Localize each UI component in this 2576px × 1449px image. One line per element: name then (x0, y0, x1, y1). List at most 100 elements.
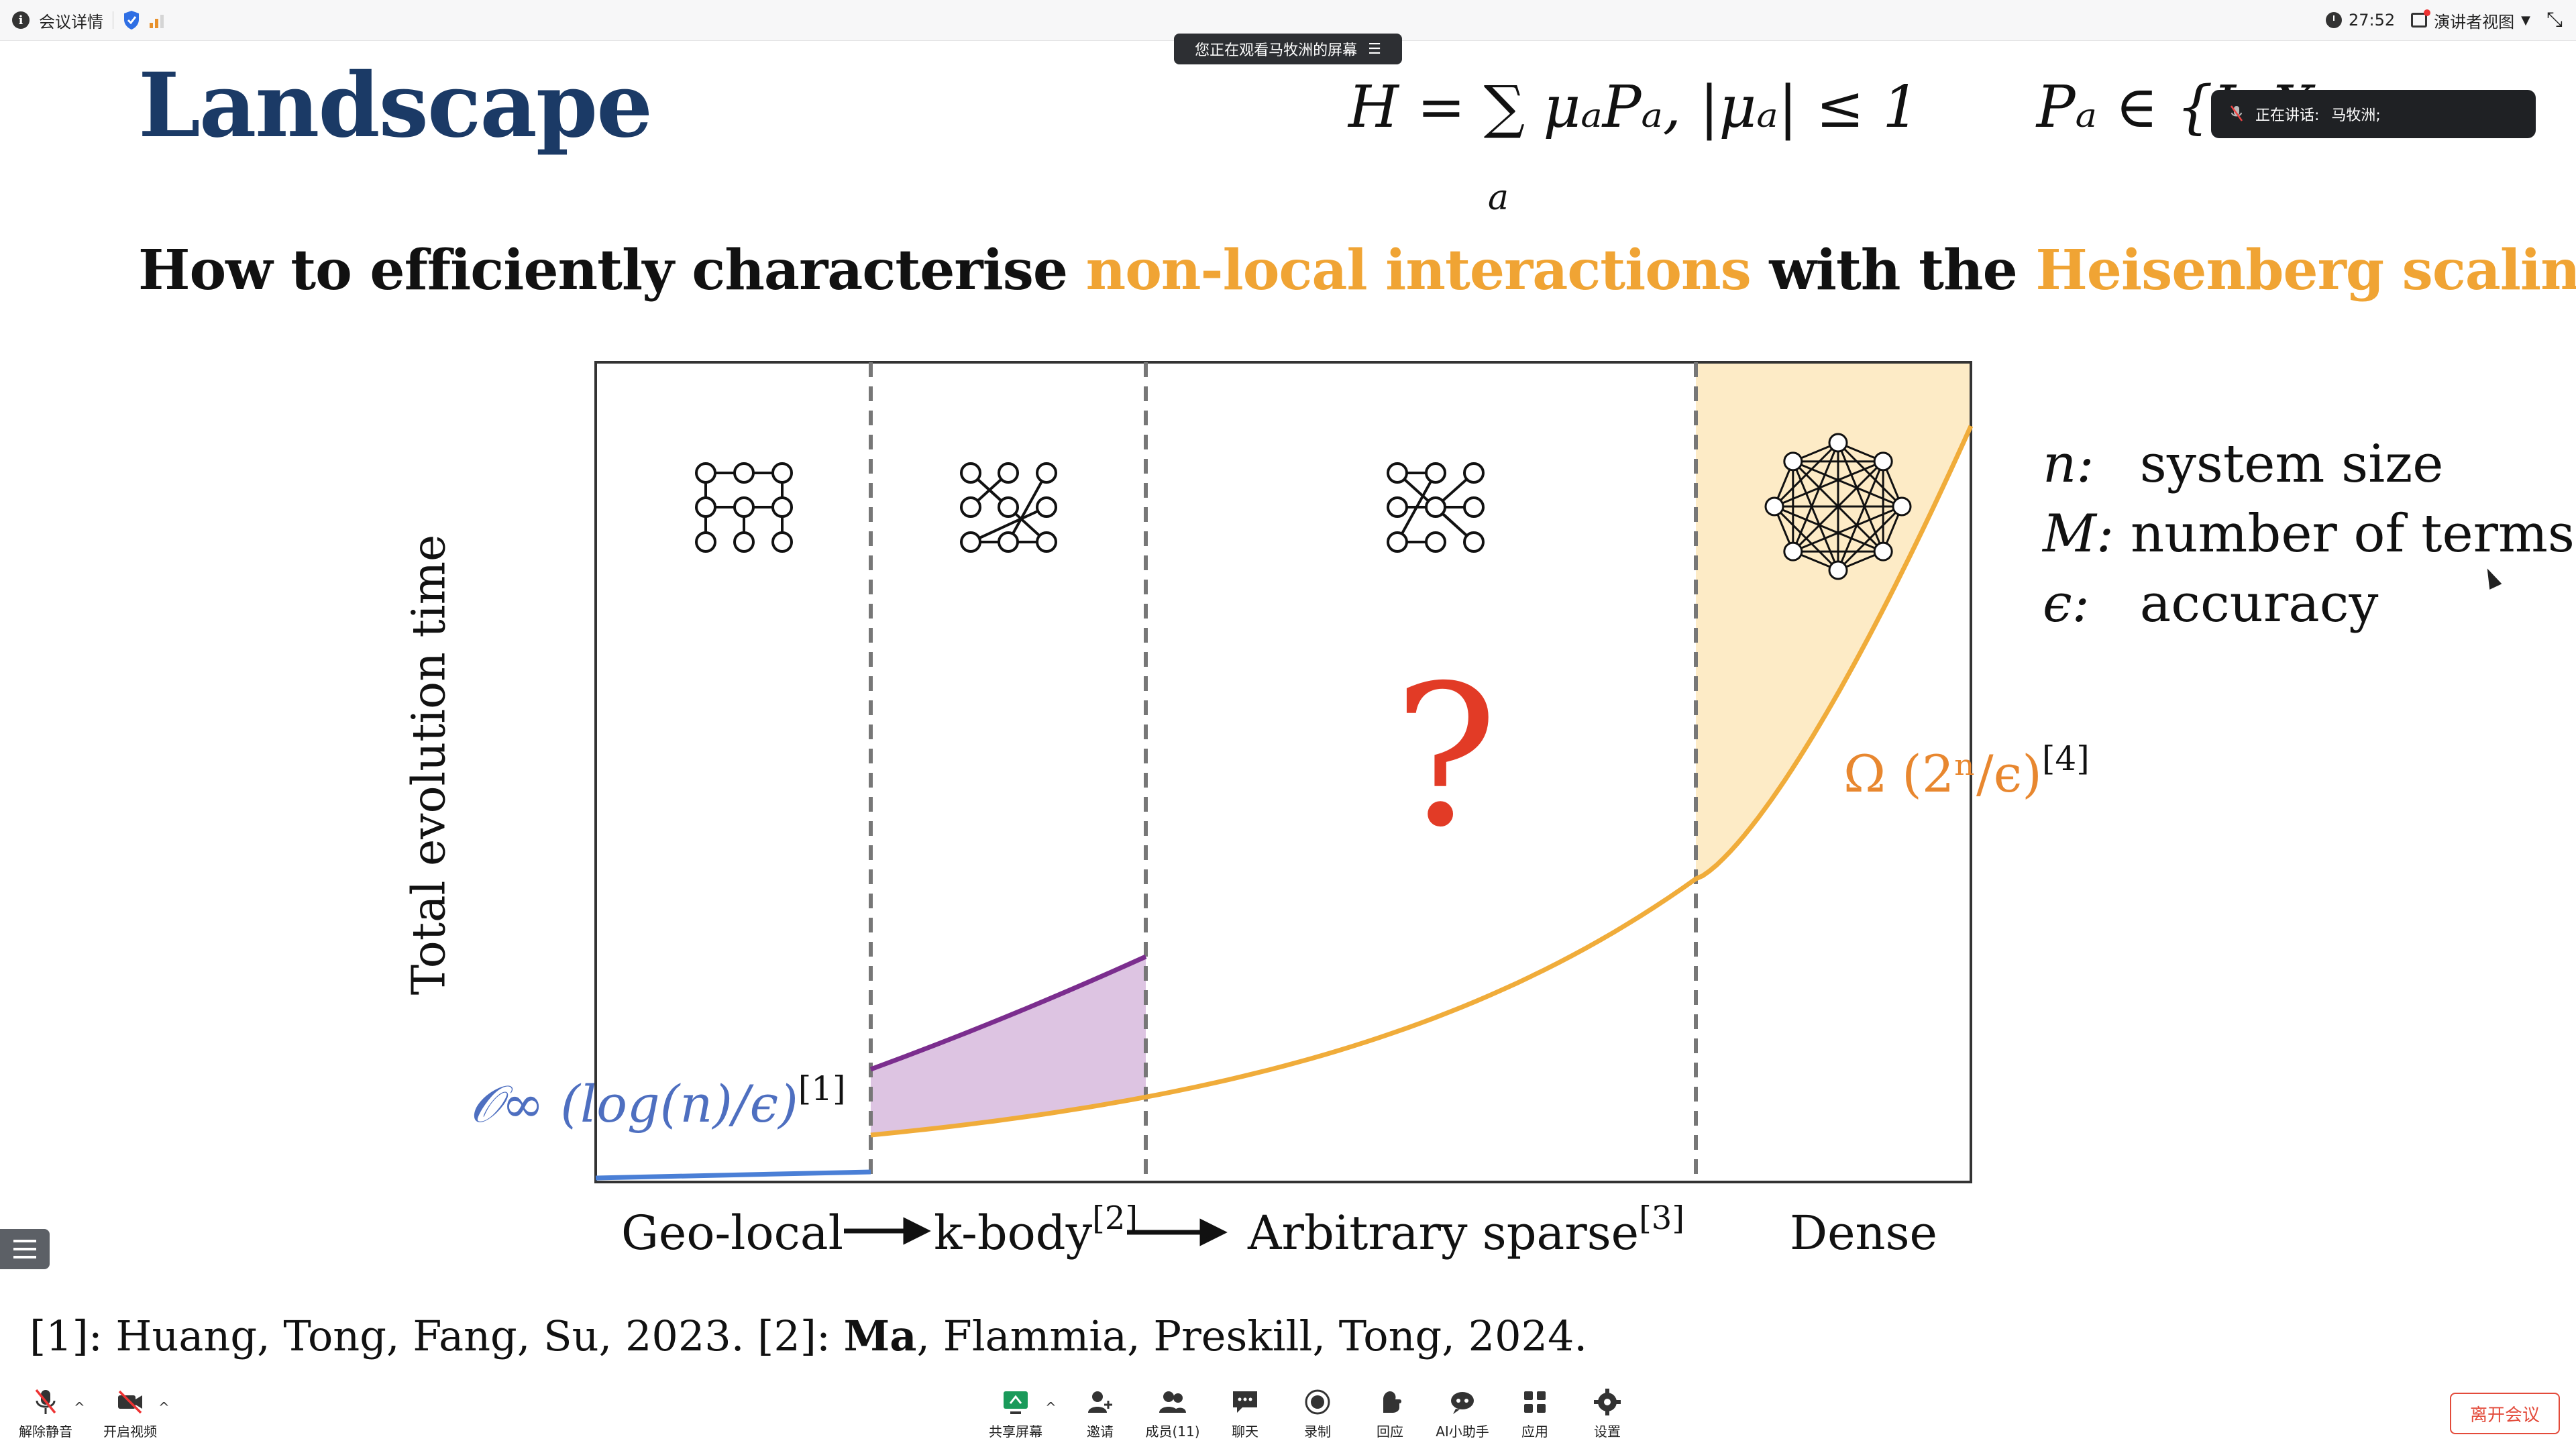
question-highlight-nonlocal: non-local interactions (1085, 238, 1752, 303)
apps-label: 应用 (1521, 1424, 1548, 1440)
y-axis-label: Total evolution time (402, 534, 456, 996)
chevron-up-icon[interactable]: ^ (74, 1399, 85, 1415)
dense-graph-icon (1764, 433, 1912, 580)
arrow-icon (1127, 1218, 1228, 1246)
region-label-dense: Dense (1790, 1205, 1937, 1260)
unmute-button[interactable]: 解除静音 (5, 1387, 86, 1440)
legend-row: n: system size (2043, 429, 2575, 499)
k-body-upper-line (869, 954, 1147, 1072)
dense-graph-node (1873, 541, 1893, 561)
slide-title: Landscape (138, 54, 653, 158)
question-highlight-heisenberg: Heisenberg scaling? (2035, 238, 2576, 303)
reaction-button[interactable]: 回应 (1350, 1387, 1430, 1440)
presenter-view-dropdown[interactable]: 演讲者视图 ▼ (2411, 9, 2530, 32)
k-body-region-fill (871, 957, 1146, 1135)
ai-assistant-icon (1451, 1392, 1474, 1414)
members-label: 成员(11) (1145, 1424, 1200, 1440)
camera-off-icon (118, 1390, 142, 1414)
region-label-arbitrary-sparse: Arbitrary sparse[3] (1247, 1199, 1684, 1260)
leave-meeting-button[interactable]: 离开会议 (2450, 1393, 2560, 1434)
variable-legend: n: system size M: number of terms ϵ: acc… (2043, 429, 2575, 639)
start-video-button[interactable]: 开启视频 (90, 1387, 170, 1440)
dense-graph-node (1892, 496, 1912, 517)
k-body-graph-icon (960, 462, 1057, 553)
reaction-icon (1383, 1391, 1401, 1413)
legend-symbol: M: (2043, 504, 2114, 564)
viewing-screen-banner[interactable]: 您正在观看马牧洲的屏幕 ☰ (1174, 34, 1402, 64)
info-icon[interactable]: i (12, 11, 30, 29)
share-screen-label: 共享屏幕 (989, 1424, 1042, 1440)
chat-label: 聊天 (1232, 1424, 1258, 1440)
network-signal-icon[interactable] (150, 12, 164, 28)
reference-bold-author: Ma (843, 1311, 917, 1360)
reference-text-1: [1]: Huang, Tong, Fang, Su, 2023. [2]: (30, 1311, 844, 1360)
question-part2: with the (1750, 238, 2036, 303)
arrow-icon (844, 1217, 931, 1245)
unknown-question-mark: ? (1393, 644, 1497, 870)
record-button[interactable]: 录制 (1277, 1387, 1358, 1440)
top-bar-right: 27:52 演讲者视图 ▼ ⤡ (2325, 7, 2563, 34)
geo-local-graph-icon (695, 462, 793, 553)
dense-graph-node (1828, 433, 1848, 453)
top-bar-left: i 会议详情 (12, 7, 164, 34)
settings-icon (1594, 1389, 1621, 1415)
reference-text-2: , Flammia, Preskill, Tong, 2024. (916, 1311, 1588, 1360)
dense-graph-edge (1792, 460, 1884, 553)
bound-curve (870, 425, 1974, 1138)
invite-button[interactable]: 邀请 (1060, 1387, 1140, 1440)
legend-text: accuracy (2139, 574, 2379, 634)
dense-graph-node (1828, 560, 1848, 580)
dense-graph-node (1873, 451, 1893, 472)
legend-text: system size (2139, 434, 2444, 494)
chevron-up-icon[interactable]: ^ (1045, 1399, 1057, 1415)
geo-local-line (595, 1169, 871, 1181)
slide-references: [1]: Huang, Tong, Fang, Su, 2023. [2]: M… (30, 1311, 1587, 1360)
chevron-down-icon: ▼ (2521, 13, 2530, 28)
dense-graph-edge (1792, 461, 1839, 571)
speaking-indicator[interactable]: 正在讲话: 马牧洲; (2211, 90, 2536, 138)
apps-button[interactable]: 应用 (1495, 1387, 1575, 1440)
chart-frame (594, 361, 1972, 1183)
shield-icon[interactable] (123, 10, 140, 30)
lower-bound-label: 𝒪∞ (log(n)/ϵ)[1] (470, 1069, 846, 1134)
bottom-toolbar: 解除静音 ^ 开启视频 ^ 共享屏幕 ^ 邀请 (0, 1382, 2576, 1449)
upper-bound-label: Ω (2ⁿ/ϵ)[4] (1843, 739, 2090, 804)
meeting-timer: 27:52 (2348, 11, 2396, 30)
dense-graph-edge (1773, 505, 1839, 572)
ai-assistant-button[interactable]: AI小助手 (1422, 1387, 1503, 1440)
chat-button[interactable]: 聊天 (1205, 1387, 1285, 1440)
list-toggle-button[interactable] (0, 1229, 50, 1269)
unmute-label: 解除静音 (19, 1424, 72, 1440)
members-button[interactable]: 成员(11) (1132, 1387, 1213, 1440)
invite-label: 邀请 (1087, 1424, 1114, 1440)
settings-button[interactable]: 设置 (1567, 1387, 1648, 1440)
members-icon (1159, 1391, 1186, 1413)
meeting-details-link[interactable]: 会议详情 (39, 12, 103, 32)
reaction-label: 回应 (1377, 1424, 1403, 1440)
share-screen-button[interactable]: 共享屏幕 (975, 1387, 1056, 1440)
chevron-up-icon[interactable]: ^ (158, 1399, 170, 1415)
chat-icon (1233, 1391, 1257, 1413)
region-label-k-body: k-body[2] (934, 1199, 1138, 1260)
dense-graph-edge (1792, 460, 1902, 508)
record-icon (1305, 1389, 1330, 1415)
speaking-label: 正在讲话: (2255, 107, 2320, 124)
slide-question: How to efficiently characterise non-loca… (138, 238, 2576, 303)
invite-icon (1088, 1391, 1112, 1413)
legend-text: number of terms (2130, 504, 2575, 564)
clock-icon (2325, 12, 2342, 28)
share-screen-icon (1004, 1391, 1028, 1414)
legend-row: M: number of terms (2043, 499, 2575, 569)
exit-fullscreen-icon[interactable]: ⤡ (2546, 8, 2563, 32)
question-part1: How to efficiently characterise (138, 238, 1086, 303)
sparse-graph-icon (1387, 462, 1485, 553)
dense-graph-node (1783, 451, 1803, 472)
presenter-view-icon (2411, 9, 2431, 28)
ai-assistant-label: AI小助手 (1436, 1424, 1489, 1440)
speaking-name: 马牧洲; (2331, 107, 2381, 124)
apps-icon (1524, 1391, 1546, 1413)
start-video-label: 开启视频 (103, 1424, 157, 1440)
formula-sum-index: a (1488, 178, 1509, 218)
presenter-view-label: 演讲者视图 (2434, 12, 2515, 32)
